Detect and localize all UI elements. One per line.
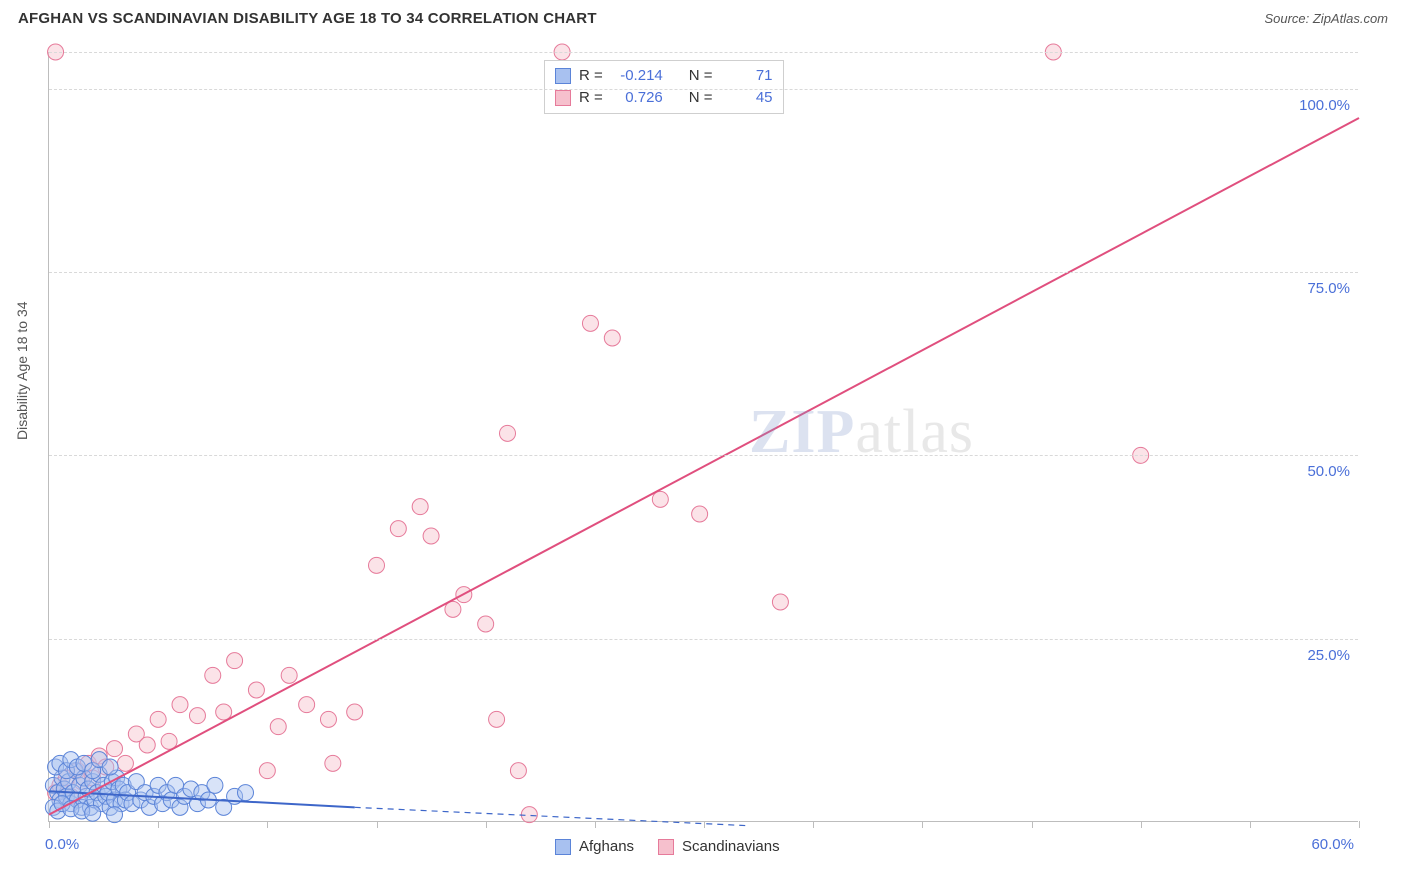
n-value-afghans: 71 — [721, 65, 773, 87]
scatter-svg — [49, 52, 1358, 821]
y-tick-label: 100.0% — [1299, 97, 1350, 114]
r-value-scand: 0.726 — [611, 87, 663, 109]
y-tick-label: 75.0% — [1307, 280, 1350, 297]
legend-swatch-scand — [658, 839, 674, 855]
swatch-scand — [555, 90, 571, 106]
chart-plot-area: R = -0.214 N = 71 R = 0.726 N = 45 ZIPat… — [48, 52, 1358, 822]
n-value-scand: 45 — [721, 87, 773, 109]
title-bar: AFGHAN VS SCANDINAVIAN DISABILITY AGE 18… — [0, 0, 1406, 33]
legend-item-scand: Scandinavians — [658, 838, 780, 855]
bottom-legend: Afghans Scandinavians — [555, 838, 780, 855]
y-tick-label: 25.0% — [1307, 647, 1350, 664]
stats-legend-box: R = -0.214 N = 71 R = 0.726 N = 45 — [544, 60, 784, 114]
stats-row-scand: R = 0.726 N = 45 — [555, 87, 773, 109]
swatch-afghans — [555, 68, 571, 84]
stats-row-afghans: R = -0.214 N = 71 — [555, 65, 773, 87]
n-label: N = — [689, 65, 713, 87]
r-label: R = — [579, 65, 603, 87]
legend-item-afghans: Afghans — [555, 838, 634, 855]
r-value-afghans: -0.214 — [611, 65, 663, 87]
chart-title: AFGHAN VS SCANDINAVIAN DISABILITY AGE 18… — [18, 10, 597, 27]
y-axis-title: Disability Age 18 to 34 — [14, 301, 30, 440]
legend-swatch-afghans — [555, 839, 571, 855]
legend-label-afghans: Afghans — [579, 838, 634, 855]
x-tick-label: 0.0% — [45, 836, 79, 853]
legend-label-scand: Scandinavians — [682, 838, 780, 855]
x-tick-label: 60.0% — [1311, 836, 1354, 853]
y-tick-label: 50.0% — [1307, 463, 1350, 480]
r-label-2: R = — [579, 87, 603, 109]
source-text: Source: ZipAtlas.com — [1264, 11, 1388, 26]
n-label-2: N = — [689, 87, 713, 109]
